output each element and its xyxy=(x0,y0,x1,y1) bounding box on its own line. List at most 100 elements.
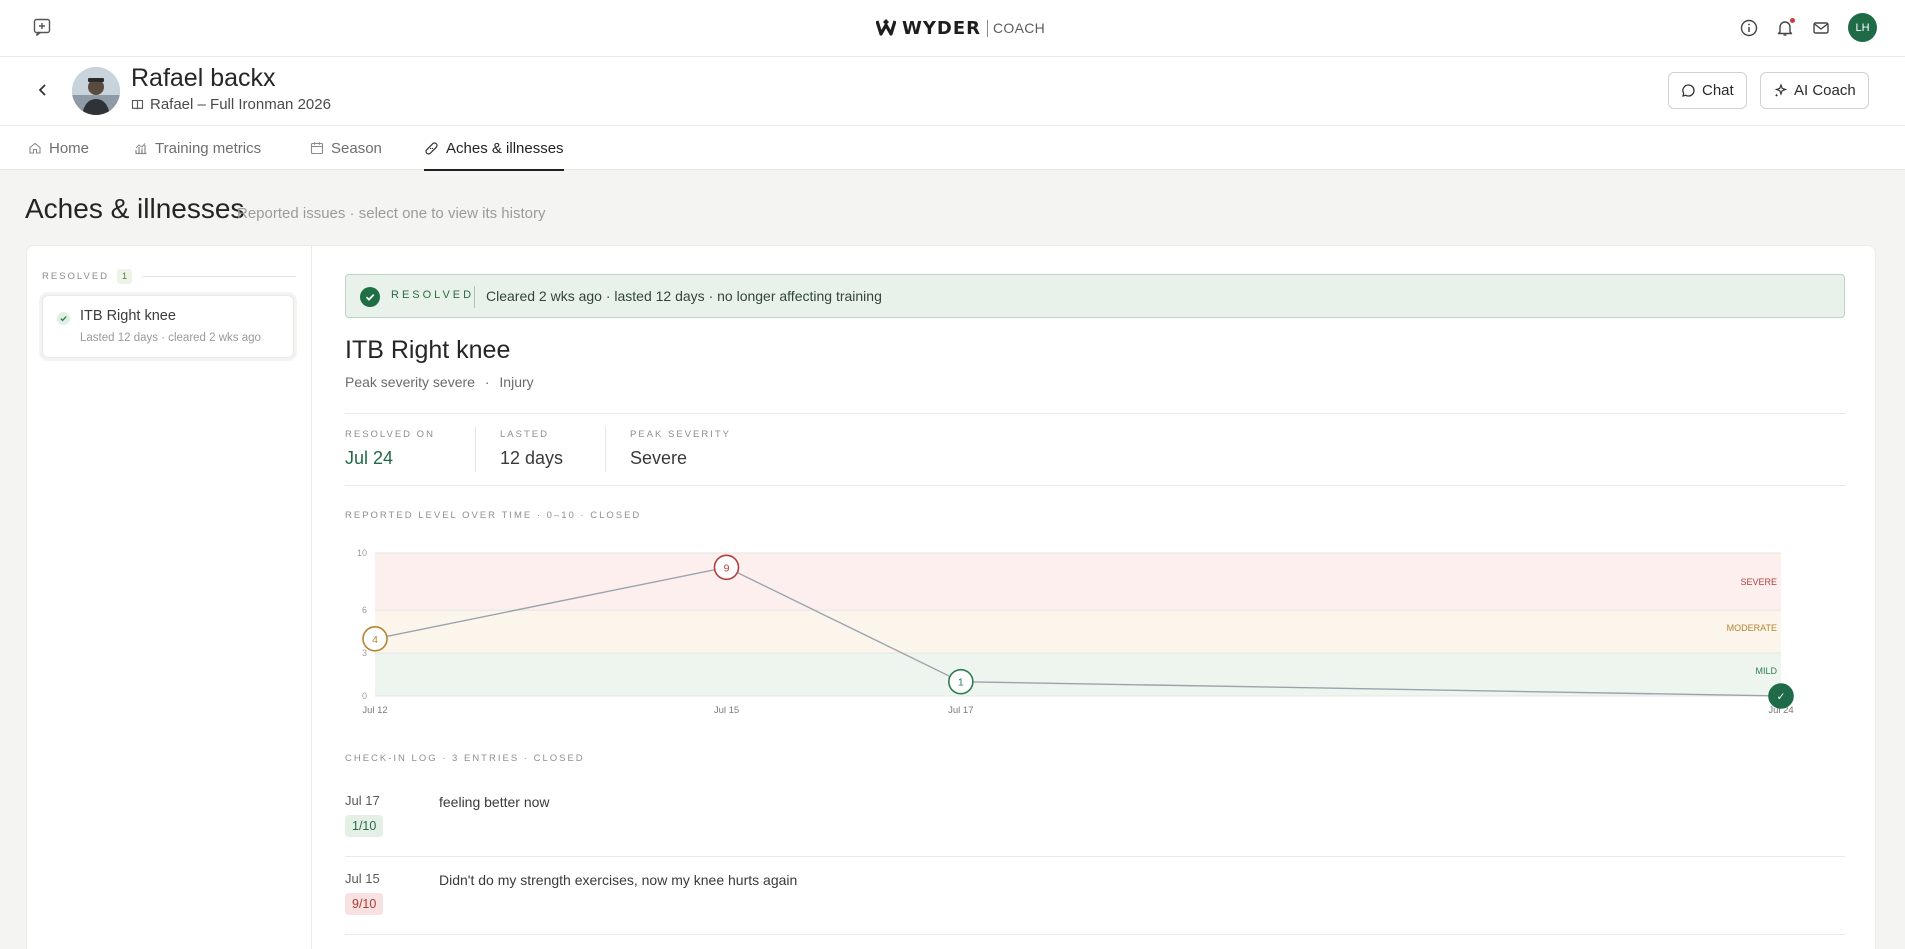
banner-message: Cleared 2 wks ago · lasted 12 days · no … xyxy=(486,288,882,304)
data-point-label: ✓ xyxy=(1777,691,1786,703)
check-circle-icon xyxy=(57,312,70,325)
log-entry-text: Didn't do my strength exercises, now my … xyxy=(439,872,798,888)
page-subtitle: Reported issues · select one to view its… xyxy=(237,205,546,222)
stat-label: LASTED xyxy=(500,429,549,440)
chat-button-label: Chat xyxy=(1702,82,1734,99)
stat-value: Jul 24 xyxy=(345,448,394,468)
chart-section-label: REPORTED LEVEL OVER TIME · 0–10 · CLOSED xyxy=(345,510,642,521)
tab-home[interactable]: Home xyxy=(28,126,89,170)
band-moderate xyxy=(375,610,1781,654)
mail-icon[interactable] xyxy=(1810,17,1832,39)
x-tick-label: Jul 17 xyxy=(948,705,973,716)
meta-separator: · xyxy=(484,374,490,390)
stat-label: PEAK SEVERITY xyxy=(630,429,731,440)
y-tick-label: 0 xyxy=(362,691,367,701)
ai-coach-button[interactable]: AI Coach xyxy=(1760,72,1869,109)
athlete-photo xyxy=(72,67,120,115)
issue-peak-severity: Peak severity severe xyxy=(345,374,475,390)
data-point xyxy=(948,668,974,695)
athlete-plan[interactable]: Rafael – Full Ironman 2026 xyxy=(131,96,331,113)
stat-value: 12 days xyxy=(500,448,564,468)
stat-label: RESOLVED ON xyxy=(345,429,435,440)
x-tick-label: Jul 24 xyxy=(1768,705,1793,716)
data-point xyxy=(1768,683,1794,709)
x-tick-label: Jul 15 xyxy=(714,705,739,716)
ai-coach-button-label: AI Coach xyxy=(1794,82,1856,99)
calendar-icon xyxy=(310,142,324,155)
log-entry: Jul 15 9/10 Didn't do my strength exerci… xyxy=(345,857,1845,935)
x-tick-label: Jul 12 xyxy=(362,705,387,716)
tab-training-metrics[interactable]: Training metrics xyxy=(134,126,261,170)
new-note-icon[interactable] xyxy=(31,16,53,38)
issue-list-item[interactable]: ITB Right knee Lasted 12 days · cleared … xyxy=(42,295,294,358)
info-icon[interactable] xyxy=(1738,17,1760,39)
stat-value: Severe xyxy=(630,448,688,468)
data-point-label: 4 xyxy=(372,634,378,646)
athlete-name: Rafael backx xyxy=(131,64,276,92)
top-bar-actions: LH xyxy=(1738,13,1877,42)
band-label-mild: MILD xyxy=(1755,666,1777,676)
severity-level-chart: 0 3 6 10 MILD MODERATE SEVERE Jul 12 Jul 15 Jul 1… xyxy=(357,548,1794,716)
user-avatar[interactable]: LH xyxy=(1848,13,1877,42)
resolved-group-header: RESOLVED 1 xyxy=(42,269,296,284)
data-point xyxy=(362,626,388,652)
chat-button[interactable]: Chat xyxy=(1668,72,1747,109)
series-line xyxy=(374,566,1782,697)
log-entry-level-badge: 1/10 xyxy=(345,815,384,837)
brand-name: WYDER xyxy=(902,17,981,39)
resolved-banner: RESOLVED Cleared 2 wks ago · lasted 12 d… xyxy=(345,274,1845,318)
tab-bar: Home Training metrics Season Aches & ill… xyxy=(0,125,1905,171)
band-mild xyxy=(375,653,1781,696)
issue-list-panel: RESOLVED 1 ITB Right knee Lasted 12 days… xyxy=(27,246,312,949)
check-badge-icon xyxy=(360,287,380,307)
notification-dot xyxy=(1790,17,1795,23)
band-label-severe: SEVERE xyxy=(1740,577,1777,587)
y-tick-label: 6 xyxy=(362,605,367,615)
book-icon xyxy=(131,99,144,110)
issue-meta: Peak severity severe · Injury xyxy=(345,374,534,390)
log-entry-date: Jul 15 xyxy=(345,871,380,886)
bar-chart-icon xyxy=(135,143,147,155)
tab-training-metrics-label: Training metrics xyxy=(155,139,262,157)
tab-aches-illnesses[interactable]: Aches & illnesses xyxy=(424,126,564,171)
top-bar: WYDER COACH LH xyxy=(0,0,1905,57)
athlete-plan-label: Rafael – Full Ironman 2026 xyxy=(150,96,331,113)
issue-list-item-title: ITB Right knee xyxy=(80,308,176,324)
brand-sub: COACH xyxy=(993,20,1046,36)
issues-card: RESOLVED 1 ITB Right knee Lasted 12 days… xyxy=(26,245,1876,949)
stat-divider xyxy=(475,426,476,472)
issue-stats: RESOLVED ON Jul 24 LASTED 12 days PEAK S… xyxy=(345,413,1845,486)
tab-home-label: Home xyxy=(49,139,90,157)
tab-season-label: Season xyxy=(331,139,382,157)
group-count-badge: 1 xyxy=(117,269,133,284)
log-entry-text: feeling better now xyxy=(439,794,550,810)
log-section-label: CHECK-IN LOG · 3 ENTRIES · CLOSED xyxy=(345,753,585,764)
athlete-header: Rafael backx Rafael – Full Ironman 2026 … xyxy=(0,57,1905,125)
banner-status-tag: RESOLVED xyxy=(391,289,475,301)
y-tick-label: 3 xyxy=(362,648,367,658)
band-label-moderate: MODERATE xyxy=(1727,623,1777,633)
log-entry-level-badge: 9/10 xyxy=(345,893,384,915)
issue-list-item-subtitle: Lasted 12 days · cleared 2 wks ago xyxy=(80,332,261,344)
data-point xyxy=(713,554,740,581)
tab-season[interactable]: Season xyxy=(310,126,382,170)
back-chevron-icon[interactable] xyxy=(34,81,52,99)
banner-divider xyxy=(474,286,475,308)
bandage-icon xyxy=(425,141,438,155)
wyder-logo-icon xyxy=(876,19,896,36)
data-point-label: 9 xyxy=(724,562,730,574)
log-entry-date: Jul 17 xyxy=(345,793,380,808)
brand-divider xyxy=(987,19,988,37)
brand-logo[interactable]: WYDER COACH xyxy=(876,15,1045,41)
stat-divider xyxy=(605,426,606,472)
log-entry: Jul 17 1/10 feeling better now xyxy=(345,779,1845,857)
band-severe xyxy=(375,553,1781,611)
group-label: RESOLVED xyxy=(42,271,110,282)
home-icon xyxy=(29,142,41,154)
chat-bubble-icon xyxy=(1682,84,1695,97)
group-divider xyxy=(142,276,296,277)
tab-aches-illnesses-label: Aches & illnesses xyxy=(446,139,564,157)
y-tick-label: 10 xyxy=(357,548,367,558)
notifications-bell-icon[interactable] xyxy=(1774,17,1796,39)
issue-title: ITB Right knee xyxy=(345,336,511,364)
